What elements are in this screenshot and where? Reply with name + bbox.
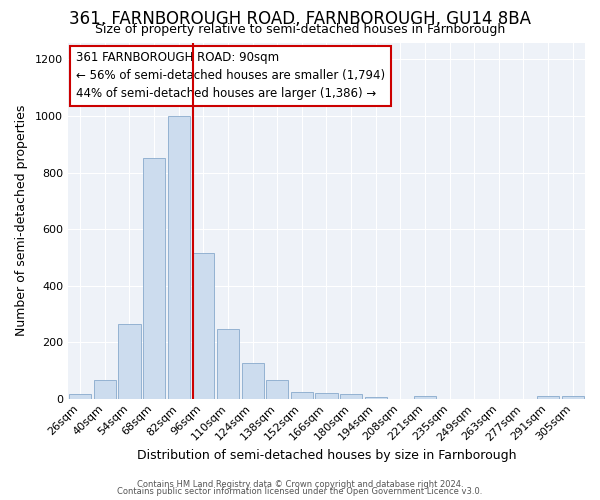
Bar <box>94 380 116 398</box>
Bar <box>316 393 338 398</box>
Bar <box>143 158 165 398</box>
Bar <box>537 396 559 398</box>
Bar <box>291 392 313 398</box>
X-axis label: Distribution of semi-detached houses by size in Farnborough: Distribution of semi-detached houses by … <box>137 450 516 462</box>
Text: Size of property relative to semi-detached houses in Farnborough: Size of property relative to semi-detach… <box>95 22 505 36</box>
Bar <box>69 394 91 398</box>
Text: 361, FARNBOROUGH ROAD, FARNBOROUGH, GU14 8BA: 361, FARNBOROUGH ROAD, FARNBOROUGH, GU14… <box>69 10 531 28</box>
Bar <box>414 396 436 398</box>
Bar <box>118 324 140 398</box>
Bar <box>340 394 362 398</box>
Bar <box>167 116 190 399</box>
Bar <box>562 396 584 398</box>
Text: Contains public sector information licensed under the Open Government Licence v3: Contains public sector information licen… <box>118 487 482 496</box>
Text: Contains HM Land Registry data © Crown copyright and database right 2024.: Contains HM Land Registry data © Crown c… <box>137 480 463 489</box>
Y-axis label: Number of semi-detached properties: Number of semi-detached properties <box>15 105 28 336</box>
Bar <box>266 380 289 398</box>
Bar <box>242 364 263 398</box>
Bar <box>217 330 239 398</box>
Bar <box>192 253 214 398</box>
Text: 361 FARNBOROUGH ROAD: 90sqm
← 56% of semi-detached houses are smaller (1,794)
44: 361 FARNBOROUGH ROAD: 90sqm ← 56% of sem… <box>76 52 385 100</box>
